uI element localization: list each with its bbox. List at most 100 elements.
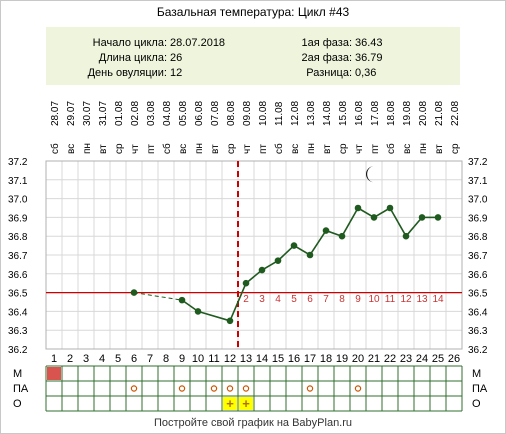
temperature-point bbox=[338, 232, 346, 240]
row-label-right: О bbox=[472, 398, 481, 410]
date-label: 03.08 bbox=[146, 101, 157, 126]
temperature-segment bbox=[133, 292, 183, 301]
phase2-day-number: 6 bbox=[307, 294, 313, 305]
summary-label: Начало цикла: bbox=[93, 37, 167, 49]
y-tick-right: 36.8 bbox=[468, 232, 488, 243]
phase2-day-number: 3 bbox=[259, 294, 265, 305]
temperature-point bbox=[402, 232, 410, 240]
day-number: 11 bbox=[208, 353, 219, 365]
temperature-point bbox=[290, 242, 298, 249]
summary-label: Длина цикла: bbox=[99, 52, 167, 64]
summary-label: 1ая фаза: bbox=[301, 37, 352, 49]
date-label: 17.08 bbox=[370, 101, 381, 126]
date-label: 30.07 bbox=[82, 101, 93, 126]
weekday-label: сб bbox=[161, 143, 173, 154]
y-tick-left: 36.7 bbox=[8, 251, 28, 262]
weekday-label: сб bbox=[49, 143, 61, 154]
weekday-label: вт bbox=[210, 144, 221, 154]
temperature-point bbox=[226, 317, 234, 325]
y-tick-right: 36.7 bbox=[468, 251, 488, 262]
y-tick-right: 36.3 bbox=[468, 326, 488, 337]
day-number: 24 bbox=[416, 353, 428, 365]
y-tick-right: 36.9 bbox=[468, 213, 488, 224]
weekday-label: пт bbox=[146, 144, 157, 154]
weekday-label: вт bbox=[322, 144, 333, 154]
day-number: 21 bbox=[368, 353, 380, 365]
summary-label: 2ая фаза: bbox=[301, 52, 352, 64]
temperature-point bbox=[322, 227, 330, 234]
date-label: 06.08 bbox=[194, 101, 205, 126]
day-number: 23 bbox=[400, 353, 412, 365]
day-number: 12 bbox=[224, 353, 236, 365]
weekday-label: вс bbox=[178, 144, 189, 154]
summary-value: 36.43 bbox=[355, 37, 383, 49]
weekday-label: вс bbox=[402, 144, 413, 154]
temperature-segment bbox=[389, 207, 407, 237]
phase2-day-number: 12 bbox=[400, 294, 412, 305]
phase2-day-number: 14 bbox=[432, 294, 444, 305]
ovulation-test-cell bbox=[239, 397, 253, 410]
intercourse-mark bbox=[178, 385, 186, 392]
phase2-day-number: 8 bbox=[339, 294, 345, 305]
day-number: 18 bbox=[320, 353, 332, 365]
temperature-point bbox=[370, 214, 378, 221]
weekday-label: ср bbox=[226, 143, 237, 154]
row-label-left: М bbox=[13, 368, 22, 380]
weekday-label: пн bbox=[306, 143, 317, 154]
summary-label: Разница: bbox=[306, 67, 352, 79]
date-label: 01.08 bbox=[114, 101, 125, 126]
intercourse-mark bbox=[306, 385, 314, 392]
temperature-point bbox=[194, 308, 202, 315]
temperature-segment bbox=[197, 310, 231, 322]
y-tick-right: 36.5 bbox=[468, 289, 488, 300]
temperature-segment bbox=[309, 230, 327, 256]
weekday-label: сб bbox=[273, 143, 285, 154]
y-tick-right: 37.0 bbox=[468, 195, 488, 206]
y-tick-left: 36.8 bbox=[8, 232, 28, 243]
temperature-point bbox=[130, 289, 138, 296]
weekday-label: вс bbox=[66, 144, 77, 154]
y-tick-right: 36.2 bbox=[468, 345, 488, 356]
date-label: 12.08 bbox=[290, 101, 301, 126]
weekday-label: пн bbox=[82, 143, 93, 154]
summary-value: 28.07.2018 bbox=[170, 37, 225, 49]
summary-label: День овуляции: bbox=[88, 67, 167, 79]
y-tick-left: 36.2 bbox=[8, 345, 28, 356]
y-tick-left: 37.2 bbox=[8, 157, 28, 168]
moon-icon bbox=[366, 166, 374, 183]
intercourse-mark bbox=[130, 385, 138, 392]
day-number: 13 bbox=[240, 353, 252, 365]
temperature-point bbox=[274, 257, 282, 264]
date-label: 15.08 bbox=[338, 101, 349, 126]
weekday-label: чт bbox=[354, 144, 365, 154]
date-label: 09.08 bbox=[242, 101, 253, 126]
weekday-label: пт bbox=[370, 144, 381, 154]
plot-border bbox=[45, 160, 463, 350]
date-label: 04.08 bbox=[162, 101, 173, 126]
row-label-left: ПА bbox=[13, 383, 29, 395]
date-label: 28.07 bbox=[50, 101, 61, 126]
weekday-label: чт bbox=[242, 144, 253, 154]
temperature-segment bbox=[277, 245, 295, 262]
y-tick-right: 37.2 bbox=[468, 157, 488, 168]
date-label: 08.08 bbox=[226, 101, 237, 126]
day-number: 26 bbox=[448, 353, 460, 365]
date-label: 22.08 bbox=[450, 101, 461, 126]
date-label: 29.07 bbox=[66, 101, 77, 126]
date-label: 19.08 bbox=[402, 101, 413, 126]
date-label: 05.08 bbox=[178, 101, 189, 126]
summary-value: 12 bbox=[170, 67, 182, 79]
phase2-day-number: 2 bbox=[243, 294, 249, 305]
ovulation-test-cell bbox=[223, 397, 237, 410]
footer-text: Постройте свой график на BabyPlan.ru bbox=[154, 417, 352, 429]
day-number: 8 bbox=[163, 353, 169, 365]
temperature-point bbox=[178, 296, 186, 304]
temperature-point bbox=[258, 266, 266, 274]
summary-value: 0,36 bbox=[355, 67, 376, 79]
temperature-point bbox=[434, 214, 442, 221]
weekday-label: пт bbox=[258, 144, 269, 154]
day-number: 3 bbox=[83, 353, 89, 365]
intercourse-mark bbox=[242, 385, 250, 392]
day-number: 15 bbox=[272, 353, 284, 365]
temperature-segment bbox=[341, 207, 359, 237]
